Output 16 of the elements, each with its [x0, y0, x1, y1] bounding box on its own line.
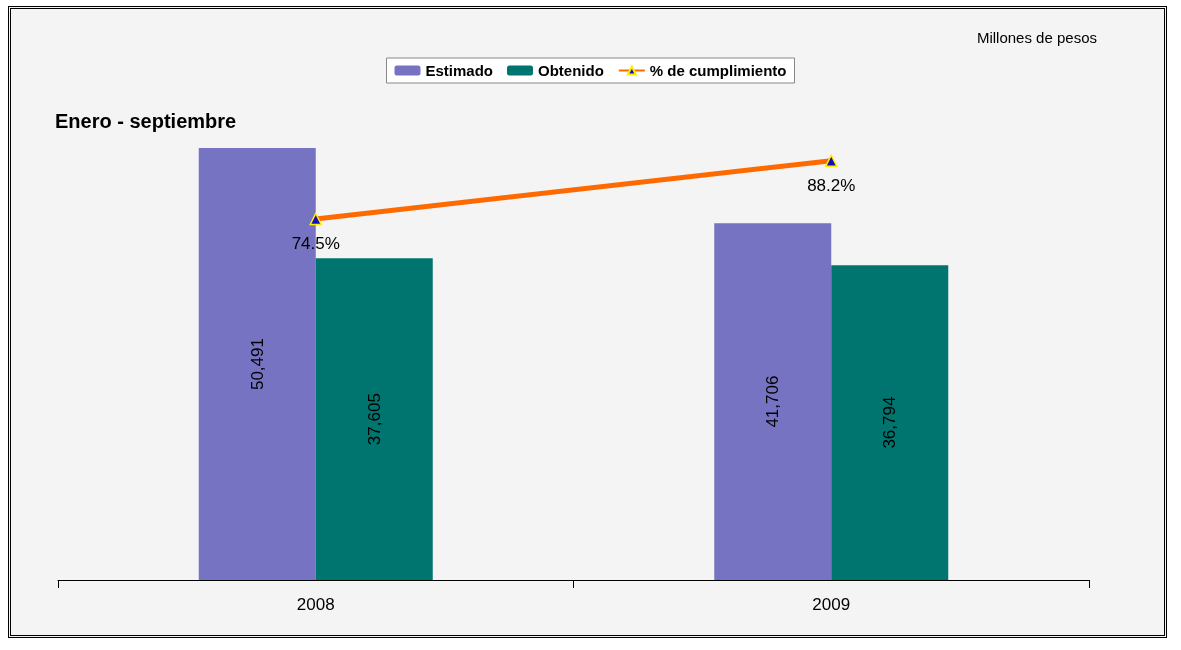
data-label: 50,491: [247, 338, 267, 391]
data-label: 41,706: [763, 375, 783, 428]
data-label: 37,605: [364, 393, 384, 446]
chart-title: Enero - septiembre: [55, 110, 237, 132]
data-label: 88.2%: [807, 176, 856, 196]
legend-label: % de cumplimiento: [649, 62, 787, 79]
data-label: 74.5%: [291, 234, 340, 254]
legend-label: Obtenido: [538, 62, 604, 79]
text: Millones de pesos: [976, 29, 1098, 46]
data-label: 36,794: [880, 396, 900, 449]
bar: [315, 258, 433, 580]
bar: [831, 265, 949, 580]
legend-label: Estimado: [425, 62, 493, 79]
bar: [714, 223, 832, 580]
x-tick-label: 2008: [296, 595, 335, 614]
x-tick-label: 2009: [812, 595, 851, 614]
